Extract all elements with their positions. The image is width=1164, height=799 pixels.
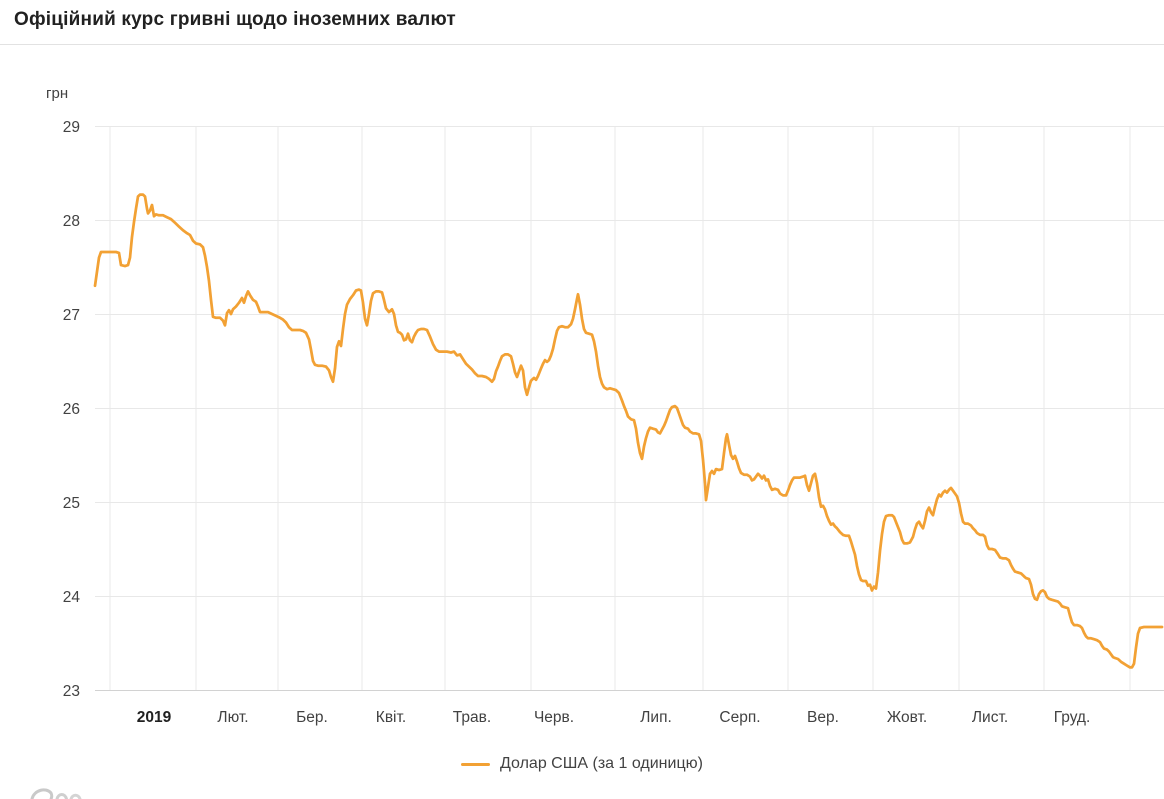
- y-axis-unit-label: грн: [46, 85, 69, 102]
- x-month-label: Груд.: [1054, 709, 1091, 726]
- usd-rate-line: [93, 193, 1164, 669]
- x-year-label: 2019: [137, 709, 172, 726]
- chart-legend: Долар США (за 1 одиницю): [0, 755, 1164, 773]
- x-month-label: Лист.: [972, 709, 1008, 726]
- x-month-label: Трав.: [453, 709, 491, 726]
- y-axis-labels: 29 28 27 26 25 24 23: [63, 119, 81, 700]
- legend-item-usd[interactable]: Долар США (за 1 одиницю): [461, 755, 703, 773]
- y-tick-label: 29: [63, 119, 80, 136]
- x-month-label: Квіт.: [376, 709, 406, 726]
- gridlines: [95, 126, 1164, 691]
- x-axis-labels: 2019 Лют. Бер. Квіт. Трав. Черв. Лип. Серп. Вер.…: [137, 709, 1091, 726]
- legend-label: Долар США (за 1 одиницю): [500, 755, 703, 772]
- page-title: Офіційний курс гривні щодо іноземних вал…: [14, 9, 456, 30]
- legend-line-swatch: [461, 762, 491, 766]
- x-month-label: Серп.: [719, 709, 760, 726]
- x-month-label: Лют.: [217, 709, 248, 726]
- y-tick-label: 27: [63, 307, 80, 324]
- x-month-label: Лип.: [640, 709, 672, 726]
- x-month-label: Черв.: [534, 709, 574, 726]
- x-month-label: Вер.: [807, 709, 839, 726]
- header-divider: [0, 44, 1164, 45]
- y-tick-label: 28: [63, 213, 80, 230]
- x-month-label: Бер.: [296, 709, 328, 726]
- x-month-label: Жовт.: [887, 709, 927, 726]
- exchange-rate-line-chart[interactable]: 29 28 27 26 25 24 23 2019 Лют. Бер. Квіт. Трав. Чер…: [0, 0, 1164, 740]
- watermark-logo: [30, 788, 82, 799]
- y-tick-label: 26: [63, 401, 80, 418]
- page-header: Офіційний курс гривні щодо іноземних вал…: [0, 0, 1164, 31]
- y-tick-label: 23: [63, 683, 80, 700]
- series-path-usd[interactable]: [93, 193, 1164, 669]
- y-tick-label: 24: [63, 589, 81, 606]
- y-tick-label: 25: [63, 495, 80, 512]
